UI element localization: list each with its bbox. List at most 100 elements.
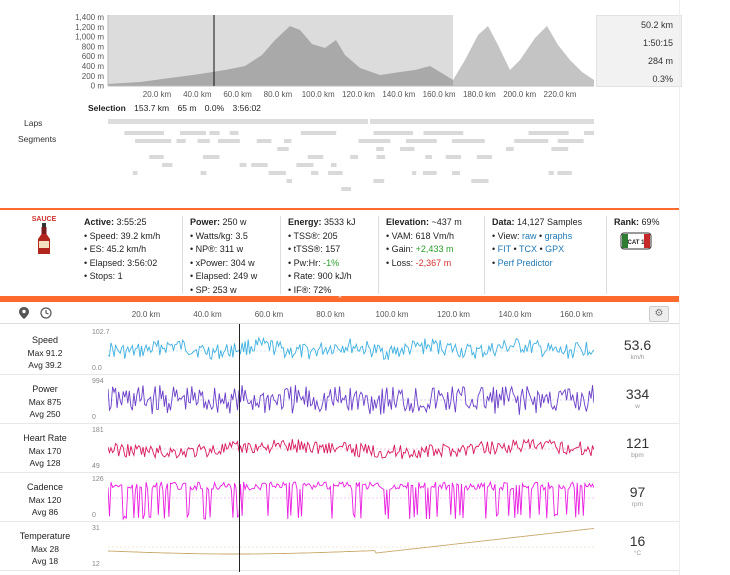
track-current: 53.6 km/h — [596, 337, 679, 361]
segment-bar[interactable] — [268, 171, 286, 175]
main-axis-row: 20.0 km 40.0 km 60.0 km 80.0 km 100.0 km 120.… — [0, 304, 679, 324]
segment-bar[interactable] — [376, 147, 384, 151]
segment-bar[interactable] — [124, 131, 164, 135]
segment-bar[interactable] — [358, 139, 391, 143]
main-x-tick: 40.0 km — [193, 310, 222, 319]
track-name: Heart Rate — [23, 433, 67, 443]
segment-bar[interactable] — [350, 155, 359, 159]
segment-bar[interactable] — [452, 171, 460, 175]
elev-y-tick: 1,000 m — [75, 33, 104, 42]
track-current: 16 °C — [596, 533, 679, 557]
track-row-speed[interactable]: Speed Max 91.2 Avg 39.2 102.7 0.0 53.6 km/h — [0, 327, 679, 375]
map-pin-icon[interactable] — [16, 307, 32, 321]
track-graph[interactable] — [108, 523, 594, 571]
segment-bar[interactable] — [557, 139, 584, 143]
track-ymax: 102.7 — [92, 329, 110, 336]
segment-bar[interactable] — [296, 163, 314, 167]
segment-bar[interactable] — [422, 171, 437, 175]
segment-bar[interactable] — [300, 131, 337, 135]
segment-bar[interactable] — [176, 139, 186, 143]
segment-bar[interactable] — [514, 139, 549, 143]
track-graph[interactable] — [108, 376, 594, 424]
segment-bar[interactable] — [506, 147, 514, 151]
segment-bars[interactable] — [124, 131, 594, 191]
segment-bar[interactable] — [162, 163, 173, 167]
segment-bar[interactable] — [239, 163, 247, 167]
segment-bar[interactable] — [251, 163, 268, 167]
segment-bar[interactable] — [286, 179, 293, 183]
view-raw-link[interactable]: raw — [522, 230, 537, 241]
lap-bar[interactable] — [370, 119, 594, 124]
collapse-caret-icon[interactable]: ⌃ — [337, 296, 343, 303]
track-graph[interactable] — [108, 425, 594, 473]
segment-bar[interactable] — [376, 155, 386, 159]
segment-bar[interactable] — [328, 171, 343, 175]
track-row-heart-rate[interactable]: Heart Rate Max 170 Avg 128 181 49 121 bpm — [0, 425, 679, 473]
segment-bar[interactable] — [557, 171, 572, 175]
segment-bar[interactable] — [218, 139, 240, 143]
segment-bar[interactable] — [373, 179, 385, 183]
segment-bar[interactable] — [341, 187, 351, 191]
segment-bar[interactable] — [584, 131, 594, 135]
tcx-link[interactable]: TCX — [519, 244, 537, 255]
segment-bar[interactable] — [425, 155, 432, 159]
segment-bar[interactable] — [528, 131, 569, 135]
segment-bar[interactable] — [373, 131, 414, 135]
active-stops: • Stops: 1 — [84, 271, 123, 282]
segments-label: Segments — [18, 134, 57, 144]
segment-bar[interactable] — [200, 171, 207, 175]
segment-bar[interactable] — [180, 131, 206, 135]
lap-bar[interactable] — [108, 119, 368, 124]
track-row-temperature[interactable]: Temperature Max 28 Avg 18 31 12 16 °C — [0, 523, 679, 571]
segment-bar[interactable] — [311, 171, 319, 175]
track-avg: Avg 250 — [29, 409, 61, 419]
segment-bar[interactable] — [423, 131, 464, 135]
perf-predictor-link[interactable]: Perf Predictor — [497, 257, 553, 268]
elevation-title: Elevation: — [386, 217, 430, 227]
segment-bar[interactable] — [551, 147, 569, 151]
elev-x-tick: 80.0 km — [264, 90, 293, 99]
gpx-link[interactable]: GPX — [545, 244, 565, 255]
track-row-cadence[interactable]: Cadence Max 120 Avg 86 126 0 97 rpm — [0, 474, 679, 522]
segment-bar[interactable] — [400, 147, 415, 151]
track-graph[interactable] — [108, 474, 594, 522]
track-max: Max 120 — [28, 494, 62, 505]
fit-link[interactable]: FIT — [497, 244, 511, 255]
track-name: Cadence — [26, 482, 64, 492]
segment-bar[interactable] — [471, 179, 489, 183]
segment-bar[interactable] — [256, 139, 272, 143]
segment-bar[interactable] — [307, 155, 324, 159]
clock-icon[interactable] — [38, 307, 54, 321]
view-label: • View: — [492, 230, 522, 241]
segment-bar[interactable] — [406, 139, 437, 143]
stats-energy: Energy: 3533 kJ • TSS®: 205 • tTSS®: 157… — [288, 216, 356, 298]
track-row-power[interactable]: Power Max 875 Avg 250 994 0 334 w — [0, 376, 679, 424]
segment-bar[interactable] — [445, 155, 462, 159]
segment-bar[interactable] — [135, 139, 172, 143]
track-ymin: 0 — [92, 512, 96, 519]
collapse-bar[interactable] — [0, 296, 679, 302]
segment-bar[interactable] — [331, 163, 337, 167]
segment-bar[interactable] — [197, 139, 210, 143]
segment-bar[interactable] — [229, 131, 239, 135]
segment-bar[interactable] — [412, 171, 417, 175]
view-graphs-link[interactable]: graphs — [544, 230, 573, 241]
track-graph[interactable] — [108, 327, 594, 375]
segment-bar[interactable] — [451, 139, 485, 143]
laps-segments-track[interactable] — [0, 115, 680, 205]
segment-bar[interactable] — [132, 171, 138, 175]
segment-bar[interactable] — [284, 139, 292, 143]
track-series-line — [108, 385, 594, 415]
gear-icon[interactable]: ⚙ — [649, 306, 669, 322]
segment-bar[interactable] — [149, 155, 164, 159]
power-xpower: • xPower: 304 w — [190, 257, 255, 268]
segment-bar[interactable] — [476, 155, 493, 159]
segment-bar[interactable] — [548, 171, 554, 175]
segment-bar[interactable] — [277, 147, 289, 151]
track-series-line — [108, 336, 594, 361]
segment-bar[interactable] — [209, 131, 220, 135]
segment-bar[interactable] — [202, 155, 220, 159]
track-label: Speed Max 91.2 Avg 39.2 — [0, 334, 90, 372]
